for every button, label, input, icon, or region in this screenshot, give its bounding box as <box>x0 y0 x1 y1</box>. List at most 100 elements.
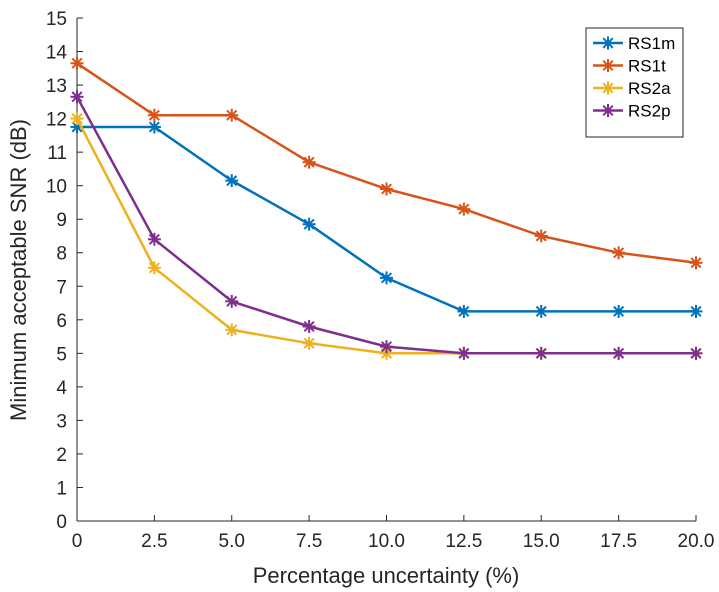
y-tick-label: 8 <box>56 244 67 265</box>
marker-stroke <box>303 218 315 230</box>
marker-stroke <box>71 57 83 69</box>
marker-stroke <box>690 347 702 359</box>
marker-stroke <box>602 37 614 49</box>
data-point-rs2p <box>380 340 393 354</box>
marker-stroke <box>148 121 160 133</box>
data-point-rs1m <box>147 120 161 134</box>
marker-stroke <box>226 295 238 307</box>
legend-item-rs1t: RS1t <box>593 57 666 76</box>
legend-marker <box>601 81 615 95</box>
y-tick-label: 4 <box>56 378 67 399</box>
x-tick-label: 20.0 <box>678 531 715 552</box>
y-tick-label: 11 <box>47 143 67 164</box>
data-point-rs1m <box>689 304 703 318</box>
y-tick-label: 0 <box>56 512 67 533</box>
y-tick-label: 6 <box>56 311 67 332</box>
data-point-rs1t <box>612 246 626 260</box>
marker-stroke <box>226 109 238 121</box>
data-point-rs2a <box>225 323 239 337</box>
legend-label: RS2a <box>628 79 671 98</box>
data-point-rs2p <box>70 90 84 104</box>
marker-stroke <box>71 113 83 125</box>
data-point-rs1m <box>302 217 316 231</box>
marker-stroke <box>303 320 315 333</box>
legend-box <box>585 27 684 138</box>
marker-stroke <box>148 262 160 274</box>
marker-stroke <box>458 347 470 359</box>
marker-stroke <box>690 257 702 269</box>
data-point-rs2p <box>302 320 316 334</box>
data-point-rs1m <box>380 271 393 285</box>
marker-stroke <box>613 305 625 317</box>
marker-stroke <box>303 156 315 168</box>
legend-item-rs1m: RS1m <box>593 34 675 53</box>
data-point-rs1t <box>380 182 393 196</box>
y-axis-title: Minimum acceptable SNR (dB) <box>6 119 31 421</box>
legend-marker <box>601 104 615 117</box>
data-point-rs1m <box>612 304 626 318</box>
legend-marker <box>601 36 615 50</box>
x-tick-label: 15.0 <box>523 531 560 552</box>
y-tick-label: 2 <box>56 445 67 466</box>
marker-stroke <box>226 324 238 336</box>
x-tick-label: 10.0 <box>368 531 405 552</box>
data-point-rs2p <box>612 346 626 360</box>
marker-stroke <box>458 305 470 317</box>
marker-stroke <box>535 305 547 317</box>
y-tick-label: 3 <box>56 411 67 432</box>
data-point-rs1t <box>302 155 316 169</box>
data-point-rs2p <box>689 346 703 360</box>
data-point-rs2p <box>147 232 161 246</box>
y-tick-label: 13 <box>46 76 67 97</box>
y-tick-label: 14 <box>46 43 68 64</box>
marker-stroke <box>690 305 702 317</box>
marker-stroke <box>613 347 625 359</box>
data-point-rs1t <box>225 108 239 122</box>
data-point-rs1m <box>225 174 239 188</box>
marker-stroke <box>303 337 315 349</box>
legend-label: RS2p <box>628 102 671 121</box>
y-tick-label: 7 <box>56 277 67 298</box>
x-tick-label: 2.5 <box>141 531 167 552</box>
marker-stroke <box>458 203 470 215</box>
data-point-rs1m <box>457 304 471 318</box>
y-tick-label: 1 <box>56 478 67 499</box>
marker-stroke <box>226 175 238 187</box>
legend-label: RS1m <box>628 34 675 53</box>
legend-marker <box>601 59 615 72</box>
marker-stroke <box>602 59 614 72</box>
data-point-rs1t <box>689 256 703 270</box>
y-tick-label: 5 <box>56 344 67 365</box>
y-tick-label: 10 <box>46 177 67 198</box>
y-tick-label: 9 <box>56 210 67 231</box>
data-point-rs1t <box>457 202 471 216</box>
marker-stroke <box>380 341 393 353</box>
marker-stroke <box>148 233 160 245</box>
y-tick-label: 12 <box>46 110 67 131</box>
marker-stroke <box>380 183 393 195</box>
data-point-rs2a <box>70 112 84 126</box>
data-point-rs1t <box>534 229 548 243</box>
marker-stroke <box>535 230 547 242</box>
x-tick-label: 0 <box>72 531 83 552</box>
data-point-rs1t <box>147 108 161 122</box>
data-point-rs2a <box>147 261 161 275</box>
marker-stroke <box>535 347 547 359</box>
data-point-rs1m <box>534 304 548 318</box>
x-tick-label: 17.5 <box>600 531 637 552</box>
marker-stroke <box>602 82 614 94</box>
x-axis-title: Percentage uncertainty (%) <box>253 563 520 588</box>
data-point-rs1t <box>70 56 84 70</box>
x-tick-label: 12.5 <box>445 531 482 552</box>
marker-stroke <box>71 91 83 103</box>
x-tick-label: 5.0 <box>219 531 245 552</box>
data-point-rs2p <box>534 346 548 360</box>
marker-stroke <box>380 272 393 284</box>
legend-label: RS1t <box>628 57 666 76</box>
marker-stroke <box>613 247 625 259</box>
marker-stroke <box>602 104 614 117</box>
data-point-rs2p <box>457 346 471 360</box>
data-point-rs2a <box>302 336 316 350</box>
marker-stroke <box>148 109 160 121</box>
